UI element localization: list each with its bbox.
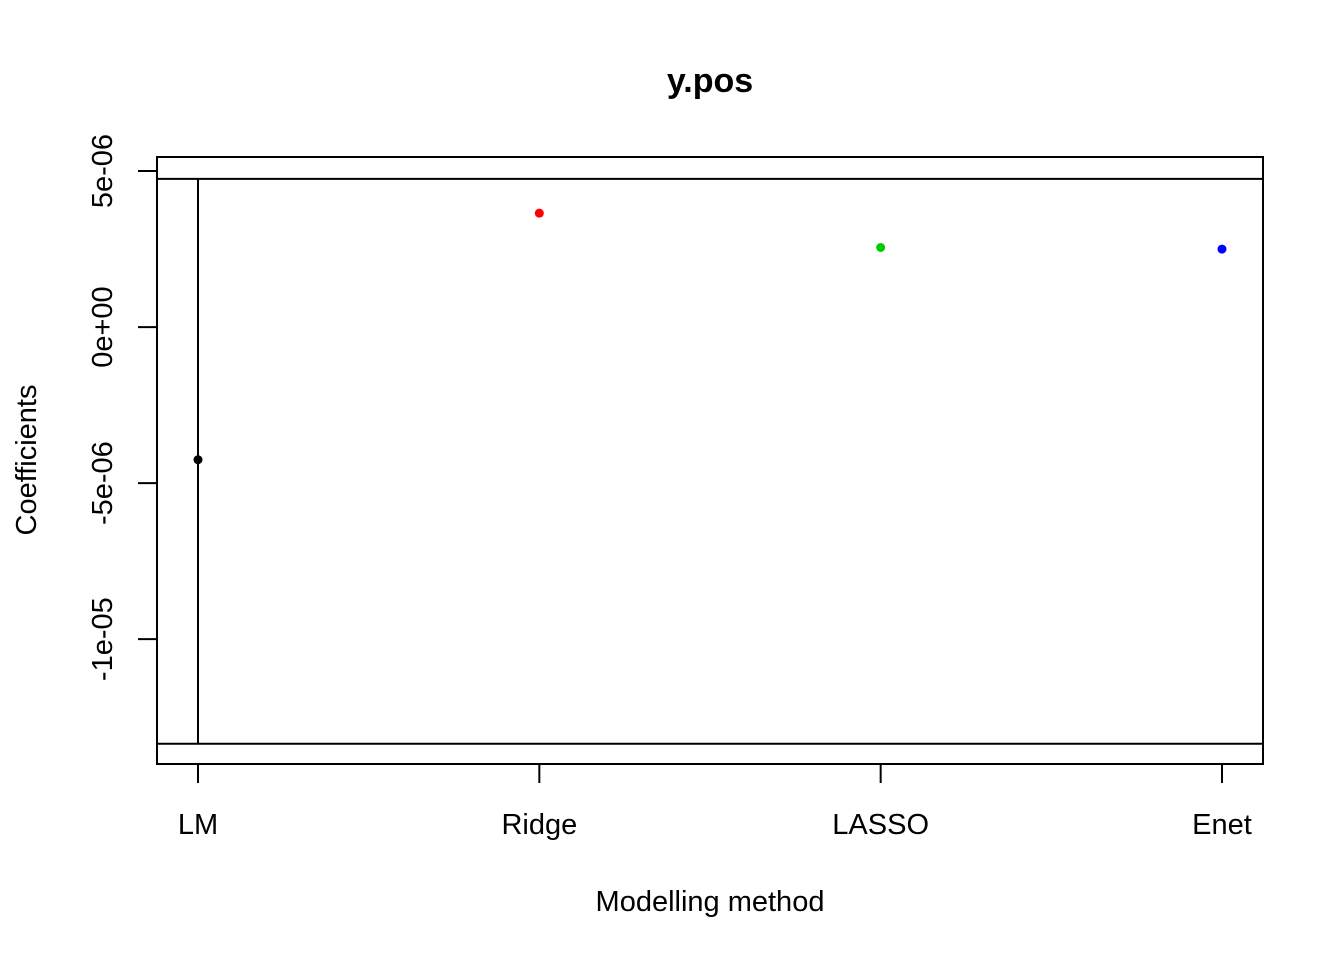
chart-title: y.pos bbox=[667, 62, 753, 100]
point-ridge bbox=[534, 208, 544, 218]
y-axis: 5e-06 0e+00 -5e-06 -1e-05 bbox=[87, 134, 158, 681]
y-tick-label-2: -5e-06 bbox=[87, 441, 119, 525]
point-lasso bbox=[876, 243, 886, 253]
y-tick-label-1: 0e+00 bbox=[87, 286, 119, 367]
point-enet bbox=[1217, 244, 1227, 254]
reference-lines bbox=[157, 177, 1263, 745]
x-tick-label-lasso: LASSO bbox=[832, 809, 929, 841]
point-lm bbox=[193, 455, 203, 465]
y-tick-label-3: -1e-05 bbox=[87, 597, 119, 681]
plot-frame bbox=[156, 156, 1264, 765]
y-axis-label: Coefficients bbox=[11, 385, 43, 536]
data-points bbox=[193, 208, 1227, 465]
x-tick-label-ridge: Ridge bbox=[501, 809, 577, 841]
x-axis-label: Modelling method bbox=[596, 886, 825, 918]
y-tick-label-0: 5e-06 bbox=[87, 134, 119, 208]
x-axis: LM Ridge LASSO Enet bbox=[178, 763, 1252, 841]
x-tick-label-lm: LM bbox=[178, 809, 218, 841]
x-tick-label-enet: Enet bbox=[1192, 809, 1252, 841]
